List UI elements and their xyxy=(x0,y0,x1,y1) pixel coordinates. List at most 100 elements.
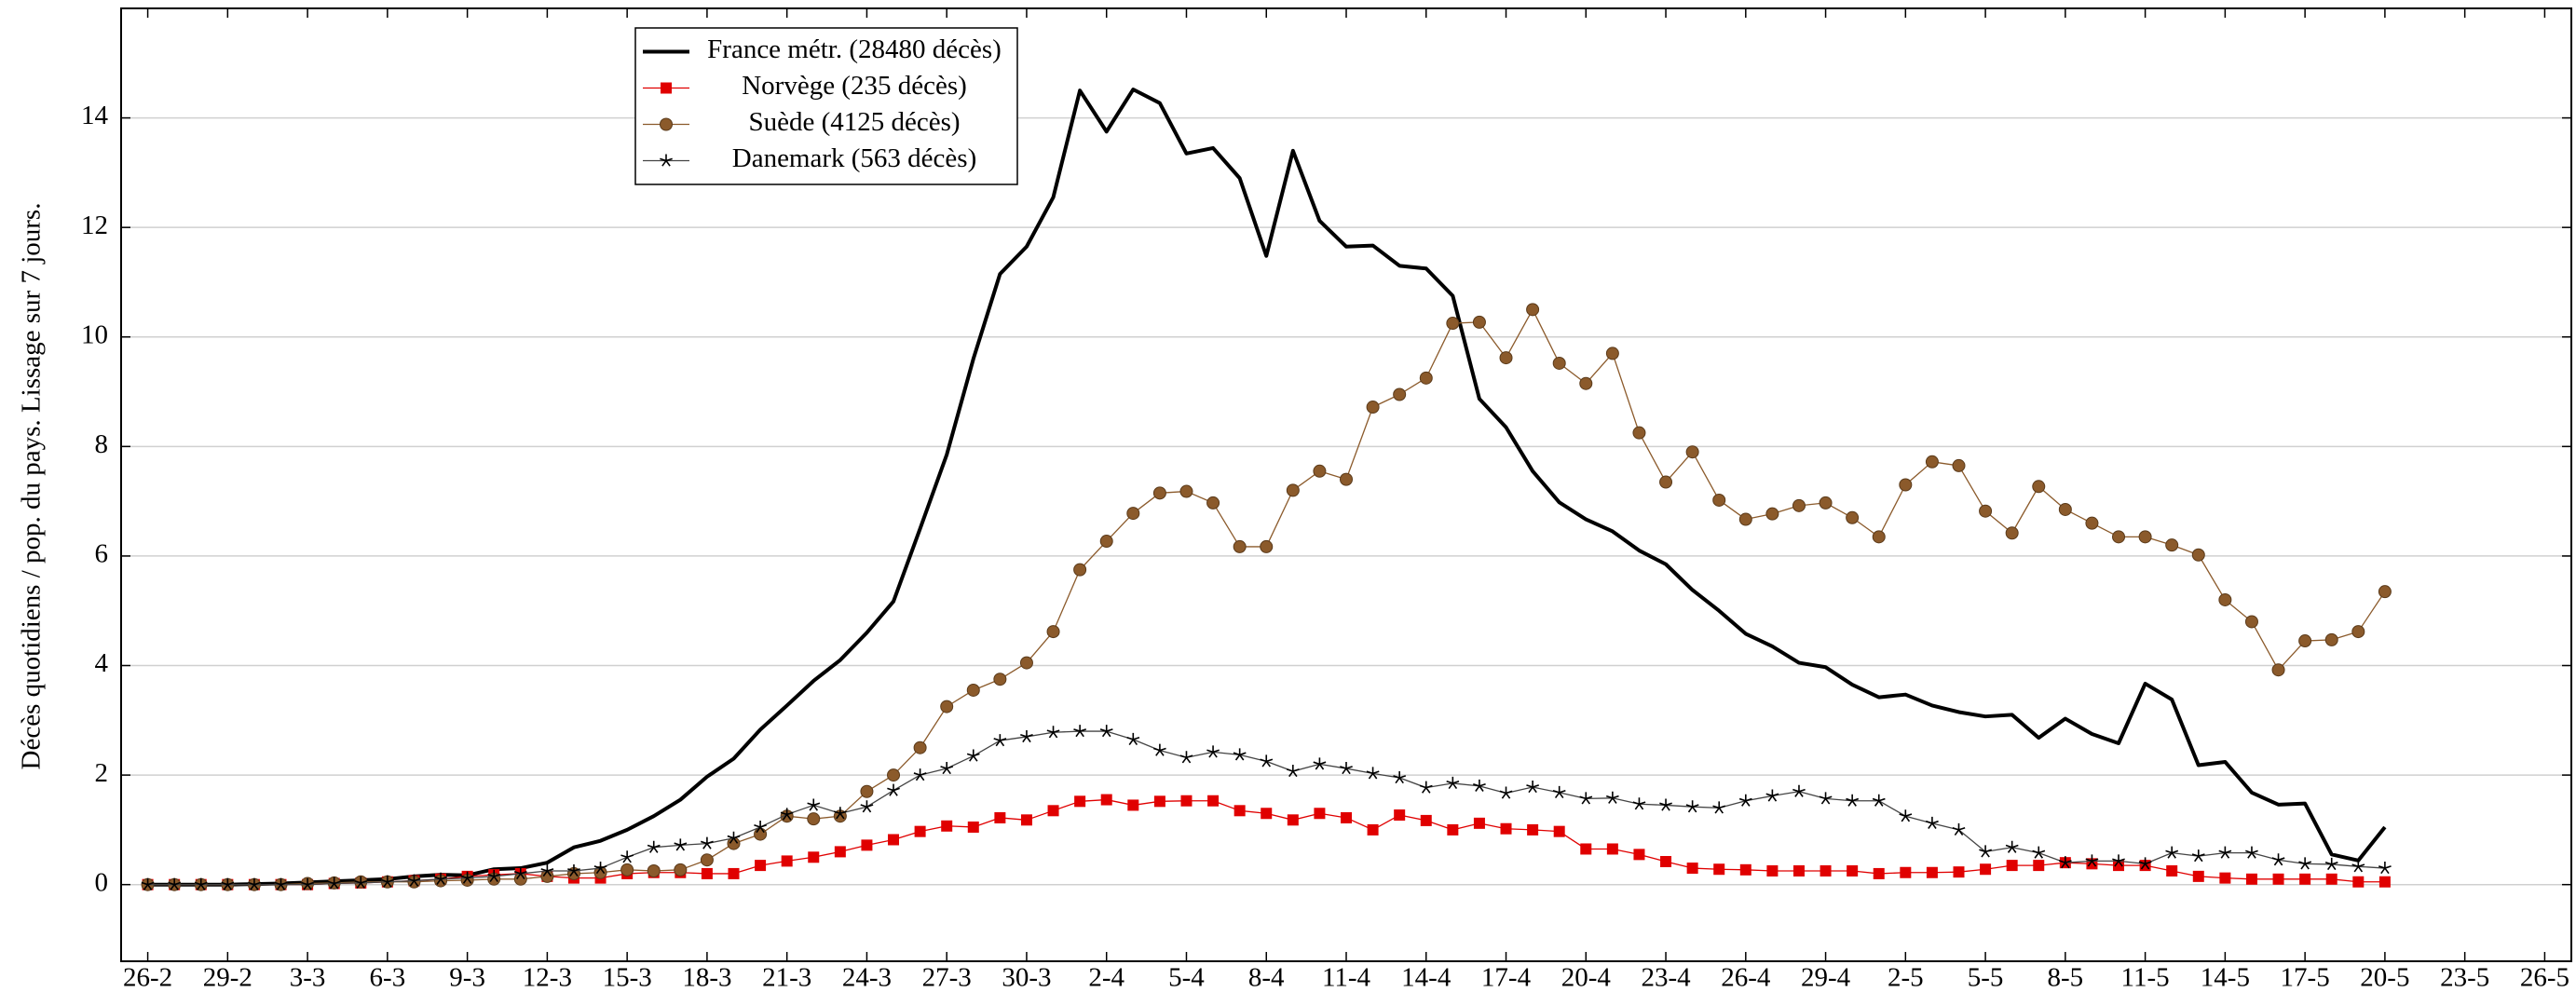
marker xyxy=(1580,843,1592,855)
marker xyxy=(1287,814,1299,826)
marker xyxy=(1126,507,1140,521)
marker xyxy=(1633,849,1645,861)
marker xyxy=(2378,876,2391,888)
marker xyxy=(660,117,673,131)
marker xyxy=(1738,512,1752,526)
marker xyxy=(1099,725,1113,738)
marker xyxy=(2271,853,2285,866)
marker xyxy=(1872,794,1886,807)
x-tick-label: 29-4 xyxy=(1801,963,1851,992)
marker xyxy=(1152,743,1166,756)
marker xyxy=(434,872,447,885)
marker xyxy=(327,876,341,890)
marker xyxy=(1820,864,1832,876)
marker xyxy=(487,869,501,883)
y-tick-label: 0 xyxy=(95,867,109,897)
x-tick-label: 30-3 xyxy=(1002,963,1051,992)
marker xyxy=(1526,303,1540,317)
marker xyxy=(1180,795,1193,807)
marker xyxy=(1553,825,1565,837)
marker xyxy=(2033,860,2045,872)
marker xyxy=(1366,767,1380,780)
marker xyxy=(728,867,740,879)
marker xyxy=(1047,805,1059,817)
marker xyxy=(807,798,821,811)
y-tick-label: 4 xyxy=(95,648,109,678)
marker xyxy=(2324,857,2338,871)
marker xyxy=(1074,795,1086,808)
marker xyxy=(661,82,672,94)
y-axis-label: Décès quotidiens / pop. du pays. Lissage… xyxy=(17,203,47,770)
marker xyxy=(1286,764,1300,778)
marker xyxy=(966,749,980,762)
marker xyxy=(1419,371,1433,385)
legend-label: Norvège (235 décès) xyxy=(742,71,967,101)
y-tick-label: 6 xyxy=(95,539,109,569)
marker xyxy=(1314,808,1326,820)
x-tick-label: 14-4 xyxy=(1401,963,1452,992)
marker xyxy=(755,860,767,872)
marker xyxy=(1340,762,1353,775)
marker xyxy=(940,700,954,713)
x-tick-label: 15-3 xyxy=(603,963,652,992)
marker xyxy=(2378,862,2392,875)
marker xyxy=(1979,845,1992,858)
marker xyxy=(1206,496,1220,510)
marker xyxy=(2298,634,2312,648)
x-tick-label: 9-3 xyxy=(449,963,485,992)
marker xyxy=(2271,663,2285,677)
marker xyxy=(1286,483,1300,497)
marker xyxy=(807,812,821,826)
marker xyxy=(2085,516,2099,530)
marker xyxy=(701,836,714,849)
marker xyxy=(1526,781,1540,794)
marker xyxy=(2191,849,2205,863)
x-tick-label: 26-4 xyxy=(1721,963,1771,992)
marker xyxy=(2032,846,2046,859)
x-tick-label: 24-3 xyxy=(842,963,892,992)
marker xyxy=(1206,745,1220,758)
marker xyxy=(914,825,926,837)
y-tick-label: 2 xyxy=(95,758,109,788)
marker xyxy=(1127,799,1139,811)
marker xyxy=(141,877,155,890)
marker xyxy=(1846,794,1860,807)
x-tick-label: 20-5 xyxy=(2360,963,2409,992)
marker xyxy=(1792,864,1805,876)
marker xyxy=(1579,792,1593,805)
marker xyxy=(1712,801,1726,814)
series-line xyxy=(147,308,2386,886)
marker xyxy=(1393,771,1407,784)
marker xyxy=(940,762,954,775)
marker xyxy=(1605,791,1619,804)
marker xyxy=(1952,822,1966,836)
x-tick-label: 3-3 xyxy=(290,963,326,992)
marker xyxy=(1685,800,1699,813)
x-tick-label: 5-5 xyxy=(1968,963,2004,992)
marker xyxy=(1313,464,1327,478)
marker xyxy=(1552,785,1566,799)
x-tick-label: 17-4 xyxy=(1481,963,1532,992)
marker xyxy=(2351,625,2365,639)
marker xyxy=(994,811,1006,823)
marker xyxy=(1499,786,1513,799)
marker xyxy=(2113,860,2125,872)
marker xyxy=(1979,504,1993,518)
marker xyxy=(1659,475,1673,489)
marker xyxy=(1606,843,1618,855)
marker xyxy=(700,853,714,867)
x-tick-label: 14-5 xyxy=(2201,963,2250,992)
marker xyxy=(1073,563,1087,577)
legend-label: Suède (4125 décès) xyxy=(748,107,960,137)
marker xyxy=(1712,493,1726,507)
marker xyxy=(2218,846,2232,859)
marker xyxy=(2032,480,2046,494)
marker xyxy=(1394,809,1406,822)
marker xyxy=(1765,789,1779,802)
marker xyxy=(620,863,634,876)
marker xyxy=(2245,873,2257,885)
marker xyxy=(966,683,980,697)
marker xyxy=(1152,486,1166,500)
marker xyxy=(567,863,580,877)
marker xyxy=(1819,792,1833,805)
